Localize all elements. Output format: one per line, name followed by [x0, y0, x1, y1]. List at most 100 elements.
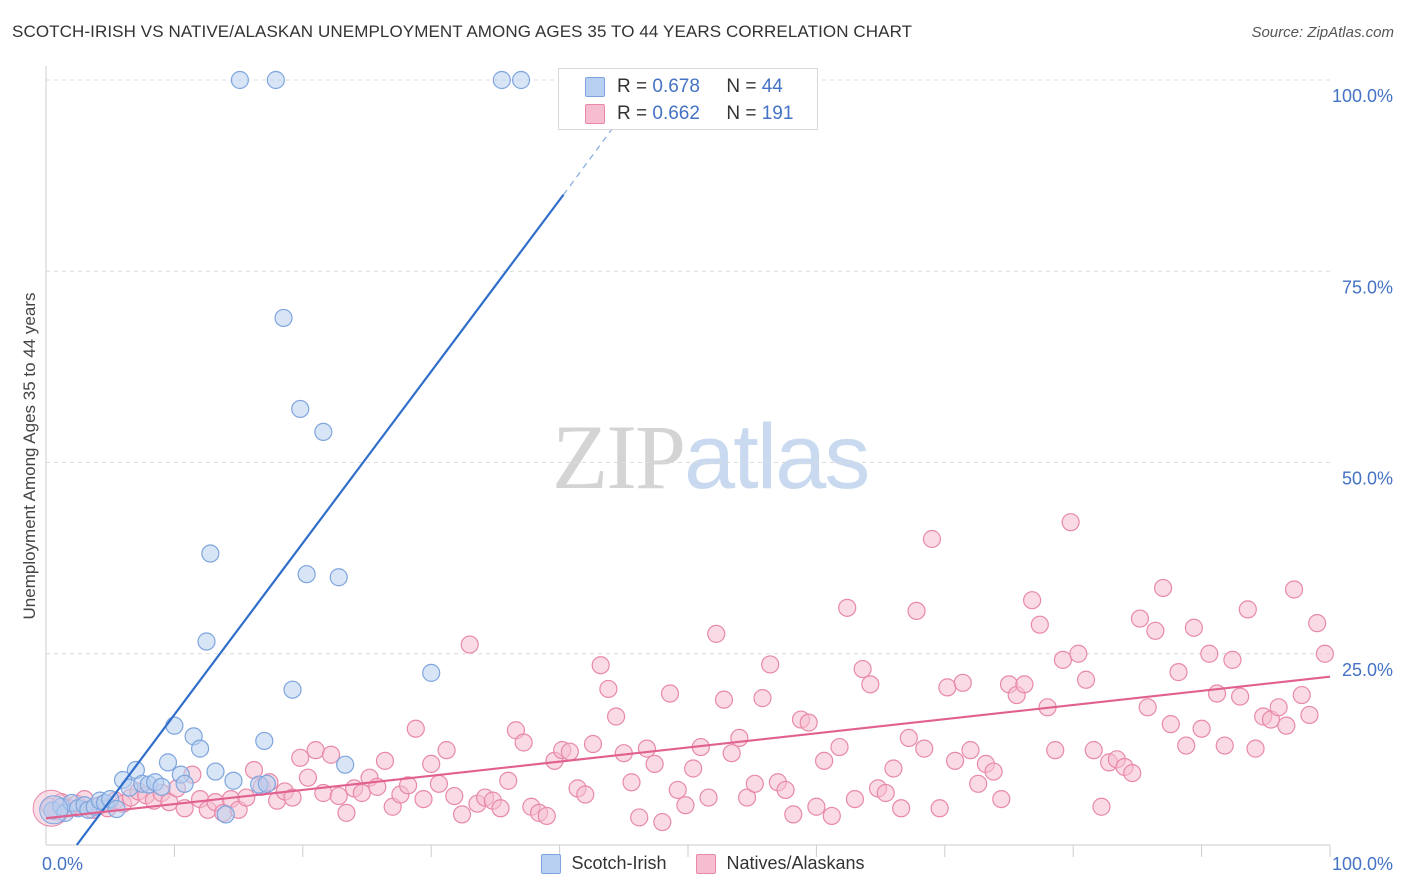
native-stats-text: R = 0.662 N = 191: [617, 103, 793, 125]
scotch-point-25: [197, 632, 216, 651]
chart-legend: Scotch-Irish Natives/Alaskans: [0, 853, 1406, 874]
legend-item-scotch-irish[interactable]: Scotch-Irish: [541, 853, 666, 874]
native-point-151: [1200, 644, 1219, 663]
native-point-107: [861, 675, 880, 694]
x-tick-label-min: 0.0%: [42, 854, 83, 874]
native-point-160: [1269, 698, 1288, 717]
scotch-point-36: [283, 680, 302, 699]
native-point-39: [337, 803, 356, 822]
native-point-114: [915, 739, 934, 758]
scotch-stats-text: R = 0.678 N = 44: [617, 76, 783, 98]
native-point-106: [853, 659, 872, 679]
native-point-153: [1215, 736, 1234, 755]
native-point-81: [660, 684, 680, 703]
native-point-111: [892, 799, 911, 818]
native-point-16: [160, 793, 179, 812]
scotch-trend-extension: [562, 117, 621, 196]
y-tick-label-25: 25.0%: [1342, 660, 1393, 680]
legend-item-natives-alaskans[interactable]: Natives/Alaskans: [696, 853, 865, 874]
native-point-86: [699, 788, 718, 807]
native-point-62: [514, 733, 533, 752]
native-point-51: [429, 774, 449, 793]
native-point-77: [630, 808, 649, 827]
native-point-161: [1277, 716, 1296, 735]
native-point-145: [1153, 578, 1173, 598]
scotch-point-20: [165, 716, 184, 735]
native-point-83: [676, 796, 695, 815]
scotch-point-28: [216, 805, 235, 824]
native-point-84: [684, 759, 703, 778]
native-point-96: [776, 780, 795, 800]
native-point-118: [945, 751, 965, 770]
native-swatch: [585, 104, 605, 124]
native-point-101: [815, 751, 834, 770]
native-n-label: N =: [726, 103, 757, 124]
native-point-128: [1023, 591, 1042, 610]
native-point-55: [460, 635, 479, 654]
native-point-105: [845, 789, 865, 809]
native-point-155: [1231, 687, 1250, 706]
scotch-point-43: [492, 70, 511, 90]
scotch-point-24: [190, 739, 210, 758]
scotch-point-30: [230, 70, 249, 90]
native-point-156: [1238, 600, 1257, 619]
native-trend-line: [45, 675, 1331, 820]
native-point-78: [637, 739, 657, 758]
legend-swatch-scotch: [541, 853, 562, 874]
native-point-52: [437, 741, 456, 760]
native-point-116: [930, 799, 949, 818]
scotch-n-label: N =: [726, 76, 757, 97]
native-point-123: [984, 762, 1003, 781]
source-label: Source: ZipAtlas.com: [1251, 24, 1394, 41]
legend-swatch-native: [696, 853, 717, 874]
native-point-163: [1292, 685, 1311, 705]
scotch-swatch: [585, 77, 605, 97]
native-point-35: [306, 741, 325, 760]
scotch-point-37: [291, 399, 310, 419]
scotch-point-29: [224, 771, 243, 790]
native-point-137: [1092, 797, 1111, 816]
native-point-50: [422, 754, 441, 774]
native-r-label: R =: [617, 103, 648, 124]
native-point-149: [1184, 618, 1203, 637]
native-point-134: [1069, 644, 1088, 663]
scotch-r-value: 0.678: [652, 76, 700, 97]
native-point-166: [1315, 644, 1334, 663]
native-point-154: [1223, 650, 1242, 669]
y-tick-label-75: 75.0%: [1342, 277, 1393, 297]
native-point-147: [1169, 663, 1188, 682]
scotch-trend-line: [75, 194, 565, 846]
native-point-142: [1130, 609, 1150, 628]
native-point-44: [375, 751, 395, 770]
native-point-132: [1053, 650, 1073, 669]
native-point-60: [499, 771, 518, 790]
scotch-point-42: [422, 663, 441, 682]
native-point-53: [445, 786, 464, 806]
native-point-38: [329, 786, 348, 806]
native-point-104: [838, 598, 857, 617]
native-point-32: [283, 788, 302, 807]
native-point-119: [953, 673, 972, 692]
native-point-87: [707, 624, 726, 643]
native-point-143: [1138, 698, 1157, 717]
scotch-point-44: [511, 70, 531, 90]
native-point-70: [576, 785, 595, 804]
native-point-117: [938, 678, 957, 697]
scotch-point-40: [329, 568, 348, 587]
native-point-76: [622, 773, 641, 792]
native-point-162: [1284, 580, 1304, 599]
scotch-point-19: [158, 753, 178, 772]
native-point-127: [1015, 675, 1034, 694]
scotch-point-27: [206, 762, 225, 781]
y-tick-label-100: 100.0%: [1332, 86, 1393, 106]
native-point-97: [784, 805, 803, 824]
native-point-33: [291, 748, 310, 767]
native-point-47: [398, 776, 418, 795]
native-point-164: [1300, 705, 1319, 725]
scotch-point-38: [297, 565, 316, 584]
native-point-41: [352, 783, 371, 803]
scotch-cluster-bubble: [39, 795, 69, 825]
legend-label-native: Natives/Alaskans: [726, 853, 865, 873]
scotch-point-26: [201, 544, 220, 563]
chart-title: SCOTCH-IRISH VS NATIVE/ALASKAN UNEMPLOYM…: [12, 22, 913, 41]
